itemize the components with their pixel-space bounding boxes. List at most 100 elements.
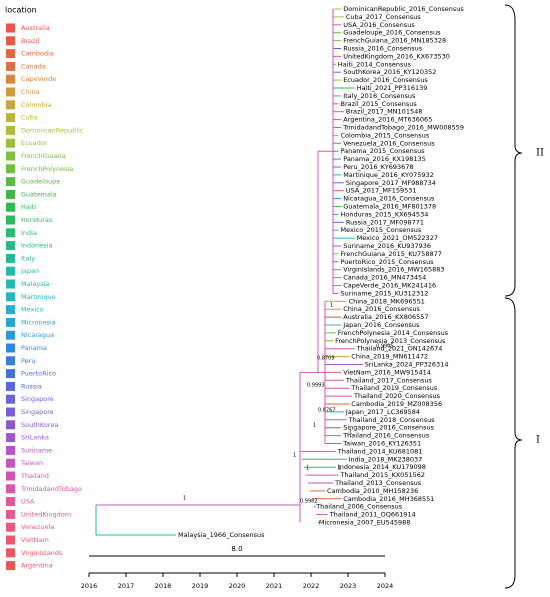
legend-swatch [6, 125, 15, 135]
legend-label: Russia [21, 382, 42, 390]
legend-label: Taiwan [20, 459, 43, 467]
legend-label: Nicaragua [21, 331, 54, 339]
axis-tick-label: 2016 [81, 582, 98, 590]
tip-label: Thailand_2017_Consensus [345, 376, 433, 384]
tip-label: Cambodia_2016_MH368551 [343, 495, 434, 503]
tip-label: FrenchGuiana_2016_MN185328 [343, 37, 446, 45]
legend-label: SouthKorea [21, 421, 58, 429]
axis-tick-label: 2017 [118, 582, 135, 590]
tip-label: TrinidadandTobago_2016_MW008559 [342, 124, 464, 132]
node-support: 1 [349, 430, 352, 436]
tip-label: Haiti_2021_PP316139 [357, 84, 428, 92]
clade-label: I [536, 435, 540, 446]
tip-label: CapeVerde_2016_MK241416 [343, 282, 436, 290]
node-support: 1 [338, 466, 341, 472]
legend-swatch [6, 471, 15, 481]
legend-swatch [6, 343, 15, 353]
legend-swatch [6, 330, 15, 340]
legend-label: TrinidadandTobago [20, 485, 82, 493]
clade-bracket [504, 297, 523, 589]
axis-tick-label: 2018 [155, 582, 172, 590]
legend-swatch [6, 279, 15, 289]
legend-label: Panama [21, 344, 47, 352]
tip-label: Japan_2016_Consensus [342, 321, 420, 329]
tip-label: Colombia_2015_Consensus [341, 131, 430, 139]
tip-label: VirginIslands_2016_MW165883 [343, 266, 444, 274]
legend-swatch [6, 113, 15, 123]
tip-label: DominicanRepublic_2016_Consensus [343, 5, 464, 13]
legend-label: Ecuador [21, 139, 48, 147]
tip-label: UnitedKingdom_2016_KX673530 [343, 52, 450, 60]
legend-swatch [6, 381, 15, 391]
tip-label: Suriname_2016_KU937936 [343, 242, 431, 250]
legend-label: Guadeloupe [21, 178, 60, 186]
tip-label: USA_2017_MF159531 [346, 187, 417, 195]
legend-label: Micronesia [21, 318, 56, 326]
tip-label: Panama_2015_Consensus [341, 147, 426, 155]
legend-swatch [6, 36, 15, 46]
legend-label: Colombia [21, 101, 52, 109]
axis-tick-label: 2019 [192, 582, 209, 590]
tip-label: Mexico_2015_Consensus [341, 226, 422, 234]
tip-label: Honduras_2015_KX694534 [341, 210, 429, 218]
legend-label: Cuba [21, 114, 38, 122]
legend-swatch [6, 49, 15, 59]
legend-swatch [6, 522, 15, 532]
tip-label: Thailand_2019_Consensus [350, 384, 438, 392]
tip-label: Thailand_2018_Consensus [348, 416, 436, 424]
node-support: 0.9905 [376, 344, 394, 350]
tip-label: Italy_2016_Consensus [343, 92, 416, 100]
tip-label: Haiti_2014_Consensus [338, 60, 412, 68]
node-support: 1 [306, 466, 309, 472]
legend-label: Cambodia [21, 50, 54, 58]
legend-swatch [6, 407, 15, 417]
legend-swatch [6, 497, 15, 507]
tip-label: Guatemala_2016_MF801378 [343, 203, 436, 211]
tip-label: Argentina_2016_MT636065 [343, 116, 432, 124]
legend-swatch [6, 305, 15, 315]
legend-swatch [6, 100, 15, 110]
tip-label: Venezuela_2016_Consensus [343, 139, 435, 147]
legend-label: India [21, 229, 37, 237]
scale-label: 8.0 [231, 545, 242, 553]
tip-label: Martinique_2016_KY075932 [343, 171, 434, 179]
legend-swatch [6, 138, 15, 148]
legend-title: location [5, 6, 37, 15]
legend-swatch [6, 445, 15, 455]
legend-label: PuertoRico [21, 370, 56, 378]
tip-label: SriLanka_2024_PP326314 [365, 361, 449, 369]
tip-label: Thailand_2006_Consensus [315, 503, 403, 511]
tip-label: Russia_2017_MF098771 [346, 218, 424, 226]
tip-label: Brazil_2015_Consensus [341, 100, 418, 108]
clade-bracket [504, 4, 523, 297]
legend-swatch [6, 394, 15, 404]
legend-label: VietNam [21, 536, 49, 544]
axis-tick-label: 2022 [303, 582, 320, 590]
legend-label: VirginIslands [21, 549, 63, 557]
legend-label: DominicanRepublic [21, 126, 84, 134]
node-support: 0.9993 [307, 383, 325, 389]
node-support: 1 [313, 423, 316, 429]
legend-swatch [6, 164, 15, 174]
clade-label: II [536, 148, 544, 159]
legend-label: Haiti [21, 203, 36, 211]
axis-tick-label: 2021 [266, 582, 283, 590]
tip-label: China_2016_Consensus [343, 305, 420, 313]
legend-swatch [6, 369, 15, 379]
legend-label: Canada [21, 62, 46, 70]
tip-label: Thailand_2021_ON142674 [356, 345, 443, 353]
legend-swatch [6, 87, 15, 97]
legend-label: FrenchPolynesia [21, 165, 73, 173]
legend-swatch [6, 151, 15, 161]
legend-label: Australia [21, 24, 50, 32]
tip-label: Nicaragua_2016_Consensus [343, 195, 435, 203]
legend-swatch [6, 215, 15, 225]
legend-label: SriLanka [21, 434, 49, 442]
tip-label: Thailand_2020_Consensus [353, 392, 441, 400]
legend-label: Malaysia [21, 280, 49, 288]
tip-label: Russia_2016_Consensus [343, 45, 423, 53]
legend-label: Thailand [20, 472, 49, 480]
legend-swatch [6, 484, 15, 494]
legend-swatch [6, 202, 15, 212]
